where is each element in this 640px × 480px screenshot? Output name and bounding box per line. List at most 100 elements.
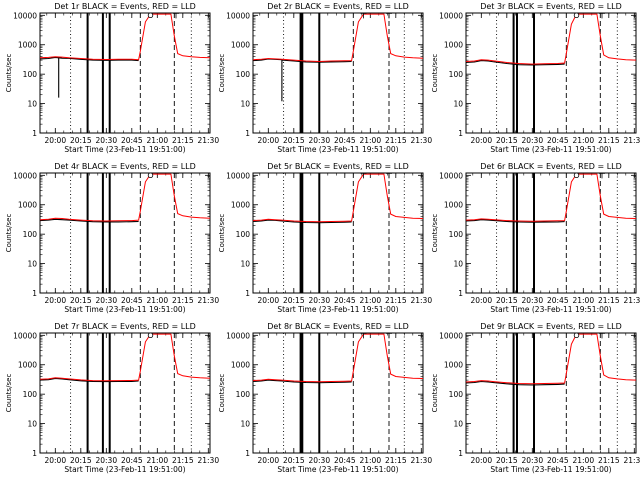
marker-circle	[147, 12, 154, 19]
y-tick-label: 10	[240, 100, 250, 109]
y-tick-label: 10000	[439, 11, 463, 20]
y-tick-label: 1000	[18, 41, 37, 50]
plot-title: Det 8r BLACK = Events, RED = LLD	[267, 322, 409, 331]
x-tick-label: 20:45	[121, 296, 143, 305]
x-tick-label: 20:45	[121, 456, 143, 465]
y-tick-label: 1	[245, 449, 250, 458]
x-axis-label: Start Time (23-Feb-11 19:51:00)	[64, 145, 185, 154]
x-tick-label: 20:15	[496, 456, 518, 465]
y-tick-label: 10000	[226, 331, 250, 340]
x-tick-label: 21:30	[197, 296, 219, 305]
x-tick-label: 21:15	[172, 296, 194, 305]
y-axis-label: Counts/sec	[218, 214, 226, 253]
series-events	[465, 219, 565, 223]
x-tick-label: 20:15	[283, 136, 305, 145]
series-lld	[39, 173, 211, 222]
y-tick-label: 10000	[439, 331, 463, 340]
y-tick-label: 1	[32, 129, 37, 138]
y-tick-label: 10000	[13, 11, 37, 20]
y-tick-label: 10000	[439, 171, 463, 180]
det-plot-9: Det 9r BLACK = Events, RED = LLD Counts/s…	[431, 322, 640, 474]
plot-frame	[252, 332, 424, 454]
series-events	[39, 377, 139, 383]
marker-t-bar	[173, 172, 179, 179]
x-tick-label: 20:45	[547, 296, 569, 305]
plot-title: Det 2r BLACK = Events, RED = LLD	[267, 2, 409, 11]
y-tick-label: 1000	[18, 361, 37, 370]
x-tick-label: 21:15	[172, 136, 194, 145]
x-tick-label: 20:45	[334, 456, 356, 465]
x-tick-label: 20:00	[470, 136, 492, 145]
y-tick-label: 100	[449, 70, 464, 79]
y-tick-label: 10	[240, 420, 250, 429]
x-axis-label: Start Time (23-Feb-11 19:51:00)	[64, 465, 185, 474]
series-lld	[252, 13, 424, 63]
x-tick-label: 20:00	[44, 456, 66, 465]
series-events	[252, 379, 352, 384]
x-tick-label: 20:15	[283, 296, 305, 305]
x-axis-label: Start Time (23-Feb-11 19:51:00)	[277, 145, 398, 154]
y-tick-label: 1	[32, 449, 37, 458]
x-tick-label: 20:45	[547, 456, 569, 465]
y-axis-label: Counts/sec	[431, 54, 439, 93]
x-tick-label: 20:30	[95, 136, 117, 145]
x-tick-label: 20:00	[257, 296, 279, 305]
plot-title: Det 9r BLACK = Events, RED = LLD	[480, 322, 622, 331]
det-plot-2: Det 2r BLACK = Events, RED = LLD Counts/s…	[218, 2, 432, 154]
x-tick-label: 20:30	[308, 136, 330, 145]
marker-circle	[147, 172, 154, 179]
plot-frame	[252, 12, 424, 134]
x-tick-label: 20:30	[95, 456, 117, 465]
x-tick-label: 21:15	[598, 136, 620, 145]
x-tick-label: 20:15	[496, 136, 518, 145]
marker-t-bar	[386, 172, 392, 179]
y-axis-label: Counts/sec	[431, 374, 439, 413]
plot-title: Det 1r BLACK = Events, RED = LLD	[54, 2, 196, 11]
x-tick-label: 21:00	[359, 456, 381, 465]
x-tick-label: 20:45	[121, 136, 143, 145]
marker-circle	[573, 172, 580, 179]
x-tick-label: 20:15	[283, 456, 305, 465]
y-tick-label: 1000	[231, 41, 250, 50]
x-tick-label: 21:00	[572, 296, 594, 305]
y-tick-label: 1000	[231, 201, 250, 210]
plot-frame	[465, 332, 637, 454]
series-lld	[252, 173, 424, 223]
y-tick-label: 1	[245, 289, 250, 298]
marker-t-bar	[173, 12, 179, 19]
y-tick-label: 1000	[444, 41, 463, 50]
x-tick-label: 20:45	[547, 136, 569, 145]
x-tick-label: 21:30	[623, 456, 640, 465]
x-tick-label: 21:30	[197, 456, 219, 465]
y-tick-label: 1000	[444, 201, 463, 210]
series-events	[39, 218, 139, 223]
y-tick-label: 100	[449, 390, 464, 399]
y-tick-label: 100	[23, 390, 38, 399]
series-lld	[39, 13, 211, 61]
plot-title: Det 4r BLACK = Events, RED = LLD	[54, 162, 196, 171]
marker-t-bar	[386, 332, 392, 339]
x-tick-label: 21:15	[172, 456, 194, 465]
y-axis-label: Counts/sec	[5, 54, 13, 93]
y-tick-label: 1000	[444, 361, 463, 370]
y-tick-label: 10	[27, 260, 37, 269]
x-tick-label: 21:00	[572, 456, 594, 465]
x-tick-label: 20:00	[44, 296, 66, 305]
x-tick-label: 21:00	[146, 456, 168, 465]
det-plot-1: Det 1r BLACK = Events, RED = LLD Counts/s…	[5, 2, 219, 154]
series-events	[252, 219, 352, 224]
y-tick-label: 10	[453, 260, 463, 269]
x-tick-label: 21:30	[410, 136, 432, 145]
y-tick-label: 100	[236, 230, 251, 239]
x-tick-label: 20:30	[521, 456, 543, 465]
x-axis-label: Start Time (23-Feb-11 19:51:00)	[490, 145, 611, 154]
series-events	[465, 380, 565, 386]
y-tick-label: 100	[236, 390, 251, 399]
series-events	[39, 56, 139, 98]
series-lld	[465, 333, 637, 385]
y-tick-label: 10000	[226, 11, 250, 20]
marker-t-bar	[360, 12, 367, 19]
marker-t-bar	[599, 12, 605, 19]
x-axis-label: Start Time (23-Feb-11 19:51:00)	[490, 465, 611, 474]
plot-frame	[39, 172, 211, 294]
